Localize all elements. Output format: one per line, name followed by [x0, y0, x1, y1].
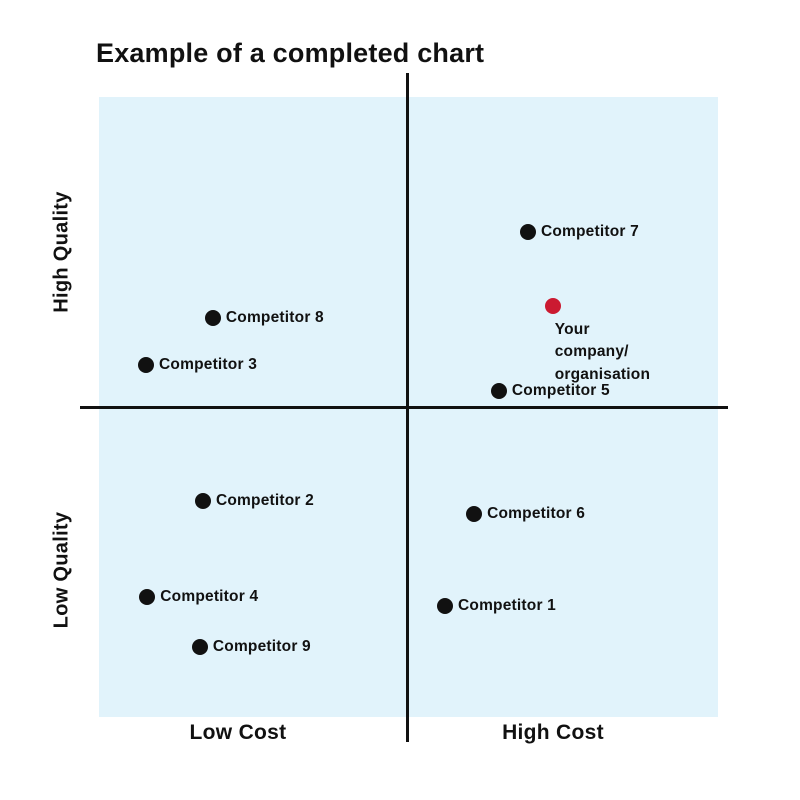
point-label: Your company/ organisation — [554, 320, 651, 383]
point-label: Competitor 8 — [225, 308, 324, 326]
point-dot — [191, 638, 208, 655]
x-axis-label-low-cost: Low Cost — [189, 721, 287, 744]
point-label: Competitor 1 — [458, 597, 557, 615]
point-dot — [437, 598, 454, 615]
point-dot — [194, 493, 211, 510]
point-label: Competitor 9 — [212, 637, 311, 655]
point-dot — [204, 309, 221, 326]
horizontal-axis-line — [80, 406, 728, 409]
point-dot — [139, 588, 156, 605]
y-axis-label-low-quality: Low Quality — [50, 511, 73, 629]
point-label: Competitor 4 — [160, 587, 259, 605]
point-dot — [519, 224, 536, 241]
point-dot — [466, 506, 483, 523]
point-label: Competitor 6 — [487, 505, 586, 523]
point-label: Competitor 2 — [215, 492, 314, 510]
point-dot — [544, 297, 561, 314]
point-dot — [138, 356, 155, 373]
x-axis-label-high-cost: High Cost — [502, 721, 604, 744]
point-dot — [490, 382, 507, 399]
point-label: Competitor 7 — [540, 223, 639, 241]
chart-title: Example of a completed chart — [96, 38, 485, 68]
y-axis-label-high-quality: High Quality — [50, 191, 73, 313]
point-label: Competitor 5 — [511, 381, 610, 399]
point-label: Competitor 3 — [159, 355, 258, 373]
